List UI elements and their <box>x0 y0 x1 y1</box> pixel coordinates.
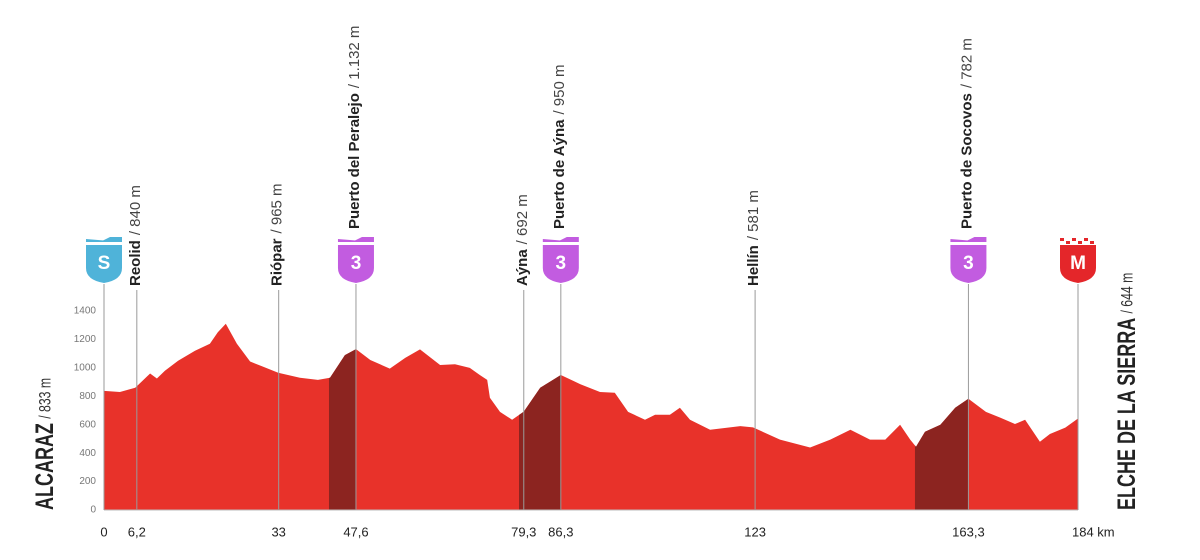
badge-shape <box>542 245 579 283</box>
waypoint-elevation: / 965 m <box>269 183 286 233</box>
start-label: ALCARAZ / 833 m <box>30 378 59 510</box>
badge-flag <box>337 237 374 242</box>
waypoint-name: Hellín <box>745 245 762 286</box>
waypoint-elevation: / 581 m <box>745 190 762 240</box>
x-tick-label: 6,2 <box>128 524 146 539</box>
y-tick-label: 1400 <box>74 306 97 317</box>
x-tick-label: 47,6 <box>343 524 368 539</box>
waypoint-name: Puerto del Peralejo <box>346 93 363 229</box>
waypoint-elevation: / 782 m <box>958 38 975 88</box>
badge-check <box>1072 238 1076 241</box>
waypoint-label: Hellín / 581 m <box>745 190 762 286</box>
badge: 3 <box>337 237 374 283</box>
badge-check <box>1084 238 1088 241</box>
y-tick-label: 200 <box>79 476 96 487</box>
y-tick-label: 1200 <box>74 334 97 345</box>
badge-label: 3 <box>351 253 362 274</box>
waypoint-label: Puerto del Peralejo / 1.132 m <box>346 26 363 229</box>
badge: M <box>1060 238 1096 283</box>
x-tick-label: 0 <box>100 524 107 539</box>
waypoint-name: Reolid <box>127 240 144 286</box>
badge-label: S <box>98 253 111 274</box>
badge: 3 <box>542 237 579 283</box>
finish-elevation: / 644 m <box>1119 273 1137 314</box>
waypoint-elevation: / 692 m <box>514 194 531 244</box>
waypoint-name: Puerto de Aýna <box>551 119 568 229</box>
y-tick-label: 800 <box>79 391 96 402</box>
waypoint-elevation: / 840 m <box>127 185 144 235</box>
waypoint-label: Aýna / 692 m <box>514 194 531 286</box>
badge-shape <box>1060 245 1096 283</box>
start-name: ALCARAZ <box>30 423 59 510</box>
x-tick-label: 33 <box>271 524 285 539</box>
waypoint-elevation: / 1.132 m <box>346 26 363 89</box>
badge-check <box>1078 241 1082 244</box>
badge-check <box>1090 241 1094 244</box>
x-tick-label: 79,3 <box>511 524 536 539</box>
badge-flag <box>542 237 579 242</box>
finish-name: ELCHE DE LA SIERRA <box>1112 318 1141 510</box>
y-tick-label: 1000 <box>74 362 97 373</box>
x-tick-label: 123 <box>744 524 766 539</box>
climb-segment <box>519 323 561 510</box>
x-tick-label: 163,3 <box>952 524 985 539</box>
waypoint-name: Puerto de Socovos <box>958 93 975 229</box>
climb-segment <box>914 323 969 510</box>
badge-label: 3 <box>963 253 974 274</box>
badge-flag <box>86 237 122 242</box>
badge-shape <box>86 245 122 283</box>
y-tick-label: 400 <box>79 448 96 459</box>
waypoint-name: Riópar <box>269 238 286 286</box>
badge-flag <box>950 237 987 242</box>
badge-shape <box>337 245 374 283</box>
waypoint-elevation: / 950 m <box>551 65 568 115</box>
x-tick-label: 184 km <box>1072 524 1115 539</box>
badge-label: 3 <box>556 253 567 274</box>
waypoint-label: Puerto de Aýna / 950 m <box>551 65 568 230</box>
start-elevation: / 833 m <box>37 378 55 419</box>
badge-shape <box>950 245 987 283</box>
x-tick-label: 86,3 <box>548 524 573 539</box>
waypoint-label: Reolid / 840 m <box>127 185 144 286</box>
y-tick-label: 0 <box>90 505 96 516</box>
finish-label: ELCHE DE LA SIERRA / 644 m <box>1112 273 1141 510</box>
badge-check <box>1066 241 1070 244</box>
waypoint-label: Puerto de Socovos / 782 m <box>958 38 975 229</box>
badge: 3 <box>950 237 987 283</box>
badge-label: M <box>1070 253 1086 274</box>
badge-check <box>1060 238 1064 241</box>
climb-segment <box>328 323 356 510</box>
waypoint-name: Aýna <box>514 249 531 286</box>
y-tick-label: 600 <box>79 419 96 430</box>
waypoint-label: Riópar / 965 m <box>269 183 286 286</box>
badge: S <box>86 237 122 283</box>
